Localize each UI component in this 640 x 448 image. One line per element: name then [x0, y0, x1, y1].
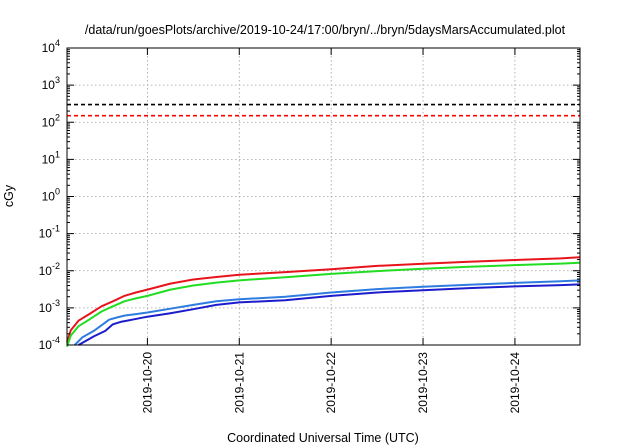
series-line	[66, 256, 581, 343]
reference-lines	[67, 103, 580, 117]
y-tick-label: 100	[42, 187, 60, 204]
chart-title: /data/run/goesPlots/archive/2019-10-24/1…	[85, 23, 566, 37]
series-line	[73, 279, 581, 346]
x-tick-label: 2019-10-21	[232, 352, 246, 414]
y-tick-label: 103	[42, 75, 60, 92]
series-line	[66, 261, 581, 348]
x-tick-label: 2019-10-22	[324, 352, 338, 414]
y-axis-label: cGy	[2, 184, 16, 207]
x-axis-label: Coordinated Universal Time (UTC)	[227, 431, 419, 445]
y-tick-label: 10-1	[39, 224, 60, 241]
y-tick-label: 104	[42, 38, 60, 55]
y-tick-label: 10-2	[39, 261, 60, 278]
y-tick-label: 102	[42, 112, 60, 129]
series-line	[78, 283, 581, 346]
y-tick-label: 101	[42, 149, 60, 166]
y-tick-label: 10-4	[39, 335, 60, 352]
y-tick-label: 10-3	[39, 298, 60, 315]
x-axis: 2019-10-20 2019-10-21 2019-10-22 2019-10-23…	[140, 48, 522, 413]
x-tick-label: 2019-10-24	[508, 352, 522, 414]
series-layer	[66, 256, 581, 348]
y-axis: 10-4 10-3 10-2 10-1 100 101 102 103 104	[39, 38, 580, 352]
grid-layer	[67, 48, 580, 345]
x-tick-label: 2019-10-20	[140, 352, 154, 414]
x-tick-label: 2019-10-23	[416, 352, 430, 414]
